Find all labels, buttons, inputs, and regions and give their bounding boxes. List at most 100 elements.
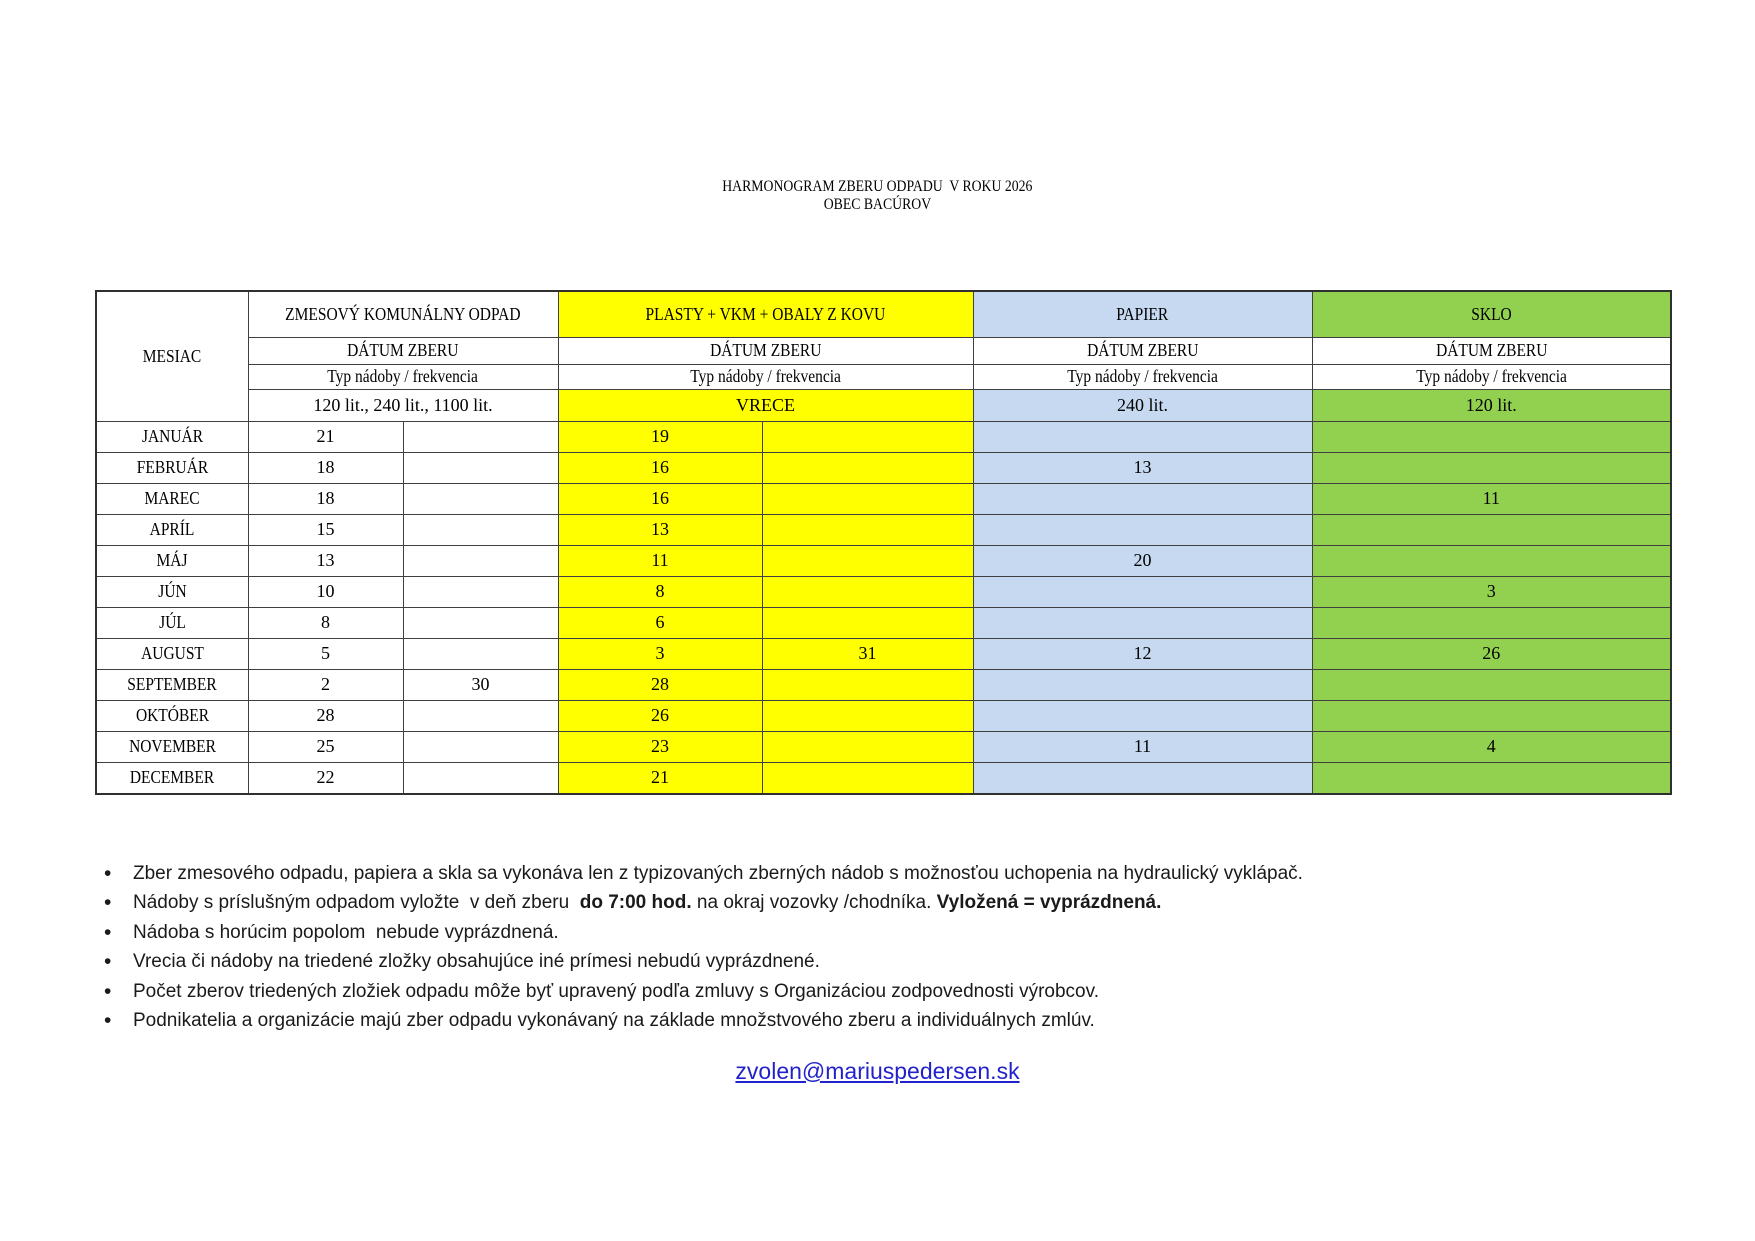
month-cell: APRÍL [95,513,249,546]
collection-date-cell: 21 [557,761,763,795]
container-type-papier: 240 lit. [972,388,1313,422]
month-cell: AUGUST [95,637,249,670]
container-type-sklo: 120 lit. [1311,388,1672,422]
collection-date-cell: 4 [1311,730,1672,763]
month-cell: NOVEMBER [95,730,249,763]
note-item: Počet zberov triedených zložiek odpadu m… [95,977,1575,1007]
collection-date-cell [761,513,974,546]
schedule-row: MÁJ 13 11 20 [95,544,1672,577]
month-cell: FEBRUÁR [95,451,249,484]
collection-date-cell [761,451,974,484]
document-title-line1: HARMONOGRAM ZBERU ODPADU V ROKU 2026 [0,178,1755,196]
type-header-plasty: Typ nádoby / frekvencia [557,363,974,390]
document-title-line2: OBEC BACÚROV [0,196,1755,214]
collection-date-cell [761,420,974,453]
type-header-papier: Typ nádoby / frekvencia [972,363,1313,390]
collection-date-cell: 2 [247,668,404,701]
collection-date-cell: 10 [247,575,404,608]
email-link[interactable]: zvolen@mariuspedersen.sk [735,1057,1020,1084]
collection-date-cell: 11 [1311,482,1672,515]
collection-date-cell: 8 [247,606,404,639]
collection-date-cell [402,730,559,763]
collection-date-cell [972,699,1313,732]
collection-date-cell: 18 [247,451,404,484]
collection-date-cell: 23 [557,730,763,763]
schedule-row: FEBRUÁR 18 16 13 [95,451,1672,484]
column-header-plasty-vkm-kovy: PLASTY + VKM + OBALY Z KOVU [557,290,974,338]
collection-date-cell [402,575,559,608]
notes-list: Zber zmesového odpadu, papiera a skla sa… [95,859,1575,1036]
collection-date-cell [402,544,559,577]
date-header-zmesovy: DÁTUM ZBERU [247,336,559,365]
collection-date-cell: 16 [557,482,763,515]
schedule-row: JÚL 8 6 [95,606,1672,639]
date-header-plasty: DÁTUM ZBERU [557,336,974,365]
collection-date-cell [402,482,559,515]
collection-date-cell [972,668,1313,701]
note-item: Nádoby s príslušným odpadom vyložte v de… [95,888,1575,918]
note-item: Zber zmesového odpadu, papiera a skla sa… [95,859,1575,889]
collection-date-cell [402,420,559,453]
month-cell: MAREC [95,482,249,515]
collection-date-cell [402,699,559,732]
document-header: HARMONOGRAM ZBERU ODPADU V ROKU 2026 OBE… [0,0,1755,214]
month-cell: OKTÓBER [95,699,249,732]
collection-date-cell [761,606,974,639]
collection-date-cell [1311,451,1672,484]
collection-date-cell: 15 [247,513,404,546]
collection-date-cell: 26 [557,699,763,732]
collection-date-cell [972,420,1313,453]
collection-date-cell [1311,699,1672,732]
collection-date-cell: 6 [557,606,763,639]
schedule-row: JÚN 10 8 3 [95,575,1672,608]
collection-date-cell [1311,668,1672,701]
schedule-row: SEPTEMBER 2 30 28 [95,668,1672,701]
footer-email-row: zvolen@mariuspedersen.sk [0,1058,1755,1085]
schedule-row: MAREC 18 16 11 [95,482,1672,515]
collection-date-cell: 31 [761,637,974,670]
collection-date-cell: 19 [557,420,763,453]
date-header-sklo: DÁTUM ZBERU [1311,336,1672,365]
collection-date-cell: 25 [247,730,404,763]
collection-date-cell: 30 [402,668,559,701]
collection-date-cell: 11 [972,730,1313,763]
collection-date-cell: 13 [247,544,404,577]
collection-date-cell [972,482,1313,515]
schedule-table-body: JANUÁR 21 19 FEBRUÁR 18 16 13 MAREC 18 16 11 APRÍL 1… [95,420,1672,795]
month-cell: JANUÁR [95,420,249,453]
column-header-sklo: SKLO [1311,290,1672,338]
collection-date-cell: 28 [557,668,763,701]
collection-date-cell [402,637,559,670]
schedule-row: APRÍL 15 13 [95,513,1672,546]
column-header-papier: PAPIER [972,290,1313,338]
collection-date-cell: 3 [557,637,763,670]
collection-date-cell [761,482,974,515]
type-header-sklo: Typ nádoby / frekvencia [1311,363,1672,390]
title-text-2: OBEC BACÚROV [823,195,932,213]
schedule-row: JANUÁR 21 19 [95,420,1672,453]
collection-date-cell [1311,544,1672,577]
container-type-zmesovy: 120 lit., 240 lit., 1100 lit. [247,388,559,422]
collection-date-cell: 16 [557,451,763,484]
collection-date-cell: 12 [972,637,1313,670]
collection-date-cell [761,544,974,577]
collection-date-cell: 13 [557,513,763,546]
collection-date-cell: 3 [1311,575,1672,608]
column-header-mesiac: MESIAC [95,290,249,422]
collection-date-cell [972,761,1313,795]
collection-date-cell [402,513,559,546]
column-header-zmesovy-odpad: ZMESOVÝ KOMUNÁLNY ODPAD [247,290,559,338]
collection-date-cell: 28 [247,699,404,732]
collection-date-cell [1311,761,1672,795]
collection-date-cell [1311,606,1672,639]
collection-date-cell: 13 [972,451,1313,484]
collection-date-cell [761,575,974,608]
collection-date-cell: 8 [557,575,763,608]
month-cell: DECEMBER [95,761,249,795]
collection-date-cell [402,606,559,639]
collection-date-cell [402,451,559,484]
waste-collection-schedule-table: MESIAC ZMESOVÝ KOMUNÁLNY ODPAD PLASTY + … [95,289,1672,795]
collection-date-cell: 20 [972,544,1313,577]
collection-date-cell: 26 [1311,637,1672,670]
schedule-row: OKTÓBER 28 26 [95,699,1672,732]
